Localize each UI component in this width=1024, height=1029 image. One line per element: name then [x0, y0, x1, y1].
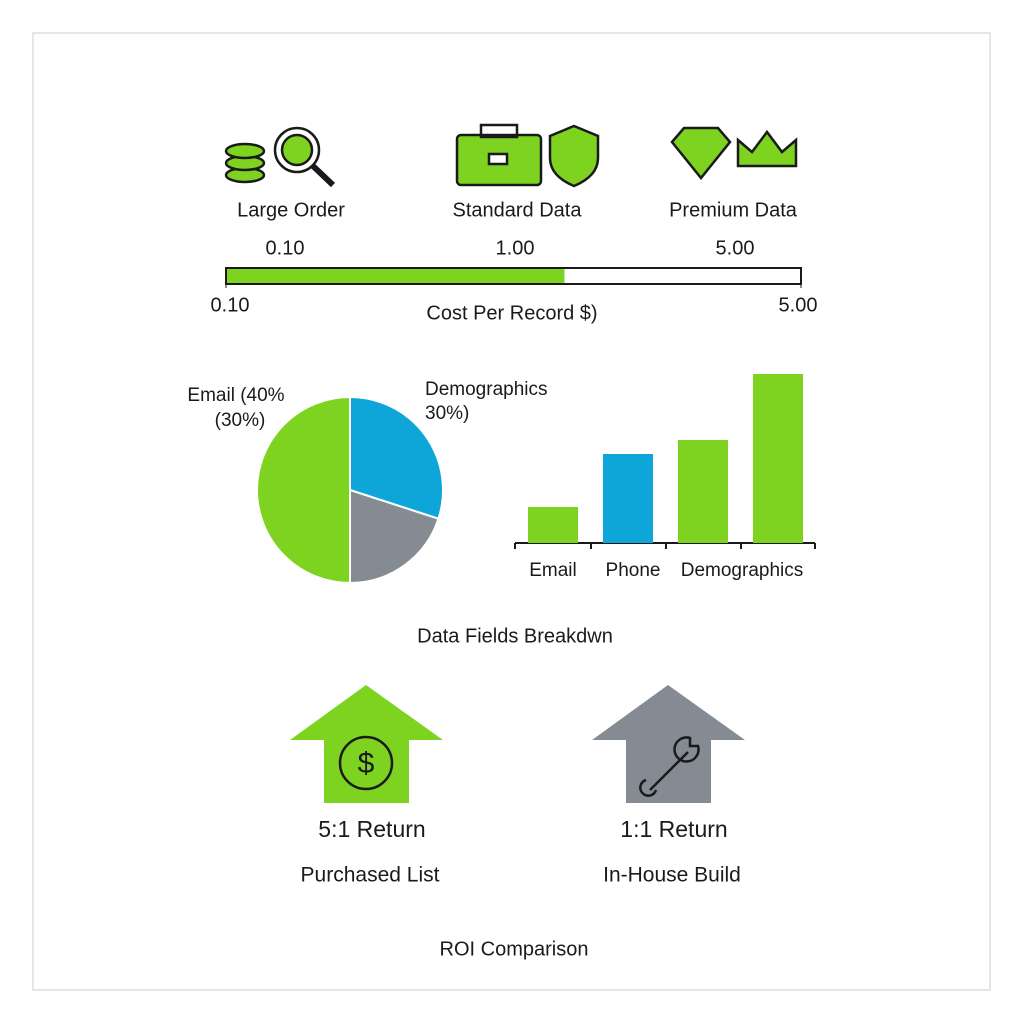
roi-arrow: [592, 685, 745, 803]
roi-arrow: [290, 685, 443, 803]
roi-dollar: $: [358, 747, 375, 780]
tier-icons: [224, 123, 798, 188]
section-title: ROI Comparison: [440, 938, 589, 960]
axis-title: Cost Per Record $): [426, 302, 597, 324]
roi-ratio: 1:1 Return: [620, 816, 727, 842]
pie-annotation: 30%): [425, 403, 469, 424]
bar: [678, 440, 728, 543]
x-tick-label: 0.10: [211, 294, 250, 316]
bar: [603, 454, 653, 543]
roi-label: Purchased List: [301, 864, 440, 887]
x-tick-label: Email: [529, 560, 577, 581]
tier-value: 0.10: [266, 237, 305, 259]
tier-label: Large Order: [237, 199, 345, 221]
bar: [528, 507, 578, 543]
tier-value: 1.00: [496, 237, 535, 259]
pie-annotation: Demographics: [425, 379, 548, 400]
bar: [753, 374, 803, 543]
tier-label: Standard Data: [453, 199, 583, 221]
x-tick-label: Phone: [606, 560, 661, 581]
pie-annotation: Email (40%: [187, 385, 284, 406]
x-tick-label: Demographics: [681, 560, 804, 581]
pie-slice: [349, 488, 440, 585]
frame: [32, 32, 991, 991]
tier-label: Premium Data: [669, 199, 798, 221]
roi-ratio: 5:1 Return: [318, 816, 425, 842]
tier-value: 5.00: [716, 237, 755, 259]
pie-annotation: (30%): [215, 410, 266, 431]
range-fill: [227, 269, 565, 283]
roi-icons: [338, 735, 700, 797]
x-tick-label: 5.00: [779, 294, 818, 316]
pie-slice: [349, 395, 444, 520]
chart-title: Data Fields Breakdwn: [417, 625, 613, 647]
pie-slice: [256, 395, 351, 585]
roi-label: In-House Build: [603, 864, 741, 887]
